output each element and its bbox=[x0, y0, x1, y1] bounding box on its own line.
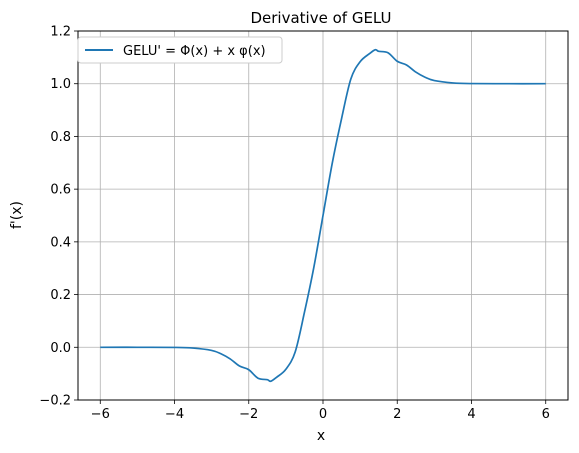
y-axis-ticks: −0.2 0.0 0.2 0.4 0.6 0.8 1.0 1.2 bbox=[39, 25, 78, 409]
chart-title: Derivative of GELU bbox=[250, 9, 391, 27]
series-line bbox=[100, 48, 546, 383]
y-tick-label: 0.8 bbox=[50, 130, 71, 145]
x-tick-label: 4 bbox=[467, 407, 475, 422]
x-tick-label: −2 bbox=[239, 407, 258, 422]
legend-box bbox=[77, 36, 283, 64]
legend-label: GELU' = Φ(x) + x φ(x) bbox=[123, 44, 266, 59]
y-tick-label: 0.0 bbox=[50, 341, 71, 356]
y-tick-label: 1.2 bbox=[50, 25, 71, 40]
x-axis-label: x bbox=[317, 428, 325, 444]
x-tick-label: −6 bbox=[91, 407, 110, 422]
x-tick-label: −4 bbox=[165, 407, 184, 422]
legend: GELU' = Φ(x) + x φ(x) bbox=[77, 36, 283, 64]
plot-lines bbox=[100, 48, 546, 383]
y-tick-label: 1.0 bbox=[50, 77, 71, 92]
y-tick-label: 0.4 bbox=[50, 235, 71, 250]
x-axis-ticks: −6 −4 −2 0 2 4 6 bbox=[91, 400, 550, 422]
y-axis-label: f'(x) bbox=[9, 201, 25, 229]
x-tick-label: 0 bbox=[319, 407, 327, 422]
y-tick-label: 0.2 bbox=[50, 288, 71, 303]
x-tick-label: 6 bbox=[542, 407, 550, 422]
x-tick-label: 2 bbox=[393, 407, 401, 422]
y-tick-label: 0.6 bbox=[50, 183, 71, 198]
y-tick-label: −0.2 bbox=[39, 394, 71, 409]
